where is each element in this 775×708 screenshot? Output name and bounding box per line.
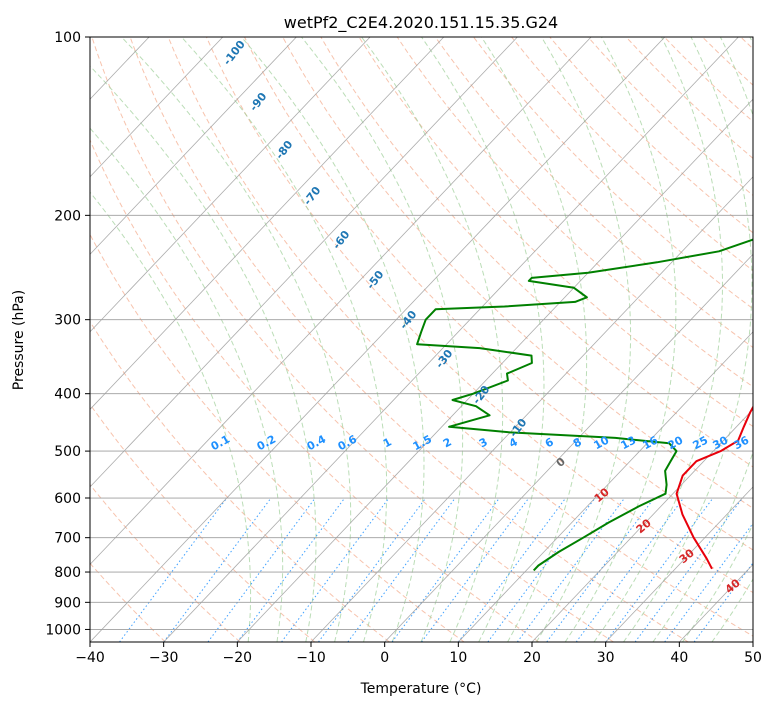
moist-adiabat-line: [593, 37, 724, 642]
background-lines: [90, 37, 753, 642]
dry-adiabat-line: [90, 233, 465, 642]
x-tick-label: 10: [449, 650, 467, 666]
chart-title: wetPf2_C2E4.2020.151.15.35.G24: [284, 13, 558, 33]
dry-adiabat-line: [511, 37, 753, 272]
isotherm-line: [90, 37, 224, 178]
isotherm-line: [90, 37, 297, 255]
moist-adiabat-line: [421, 37, 545, 642]
dry-adiabat-line: [358, 37, 753, 428]
isobars: [90, 37, 753, 630]
x-axis-label: Temperature (°C): [360, 681, 482, 697]
isotherm-line: [384, 253, 753, 642]
isotherm-line: [90, 37, 666, 642]
moist-adiabat-line: [90, 191, 252, 642]
x-tick-label: 20: [523, 650, 541, 666]
isotherm-line: [605, 486, 753, 642]
dry-adiabat-line: [587, 37, 753, 196]
mixing-ratio-label: 20: [666, 433, 686, 452]
isotherm-line: [531, 408, 753, 642]
dewpoint-line: [416, 238, 753, 572]
y-tick-label: 600: [54, 491, 81, 507]
x-tick-label: 0: [380, 650, 389, 666]
isotherm-line: [90, 37, 371, 333]
mixing-ratio-label: 30: [711, 433, 731, 452]
x-tick-label: −20: [223, 650, 253, 666]
dry-adiabat-line: [396, 37, 753, 388]
isotherm-line: [163, 37, 739, 642]
mixing-ratio-label: 10: [592, 433, 612, 452]
dry-adiabat-line: [473, 37, 753, 310]
dry-adiabat-line: [90, 320, 390, 642]
moist-adiabat-line: [535, 37, 632, 642]
plot-frame: [89, 36, 754, 643]
dry-adiabat-line: [129, 37, 689, 642]
x-axis: −40 −30 −20 −10 0 10 20 30 40 50: [75, 642, 762, 666]
profiles: [416, 238, 753, 572]
x-tick-label: −40: [75, 650, 105, 666]
x-tick-label: 50: [744, 650, 762, 666]
y-tick-label: 500: [54, 444, 81, 460]
y-tick-label: 400: [54, 387, 81, 403]
mixing-ratio-label: 36: [732, 433, 752, 452]
moist-adiabat-line: [241, 37, 425, 642]
y-tick-label: 300: [54, 313, 81, 329]
isotherm-line: [458, 331, 753, 642]
moist-adiabat-line: [90, 65, 317, 642]
moist-adiabat-line: [121, 37, 352, 642]
dry-adiabat-line: [549, 37, 753, 234]
moist-adiabat-line: [564, 37, 677, 642]
dry-adiabat-line: [90, 138, 540, 642]
isotherm-line: [90, 37, 518, 488]
x-tick-label: −10: [296, 650, 326, 666]
dry-adiabat-line: [205, 37, 753, 594]
moist-adiabat-line: [181, 37, 388, 642]
y-tick-label: 100: [54, 30, 81, 46]
isotherm-line: [237, 98, 753, 642]
dry-adiabat-line: [91, 37, 614, 642]
mixing-ratio-label: 13: [619, 434, 639, 453]
temperature-line: [675, 405, 753, 570]
isotherm-line: [90, 37, 592, 566]
dry-adiabat-line: [320, 37, 753, 468]
moist-adiabat-line: [301, 37, 464, 642]
moist-adiabat-line: [623, 37, 753, 642]
mixing-ratio-label: 25: [691, 434, 711, 453]
x-tick-label: 30: [597, 650, 615, 666]
mixing-ratio-label: 16: [641, 433, 661, 452]
y-tick-label: 1000: [45, 622, 81, 638]
x-tick-label: 40: [670, 650, 688, 666]
dry-adiabat-line: [167, 37, 753, 637]
moist-adiabat-line: [90, 127, 284, 642]
x-tick-label: −30: [149, 650, 179, 666]
y-axis: 100 200 300 400 500 600 700 800 900 1000: [45, 30, 90, 638]
moist-adiabat-line: [361, 37, 504, 642]
y-tick-label: 800: [54, 565, 81, 581]
y-tick-label: 700: [54, 531, 81, 547]
isotherm-line: [90, 37, 445, 410]
moist-adiabat-line: [481, 37, 588, 642]
isotherm-line: [310, 176, 753, 642]
y-tick-label: 900: [54, 595, 81, 611]
y-axis-label: Pressure (hPa): [11, 290, 27, 390]
y-tick-label: 200: [54, 208, 81, 224]
